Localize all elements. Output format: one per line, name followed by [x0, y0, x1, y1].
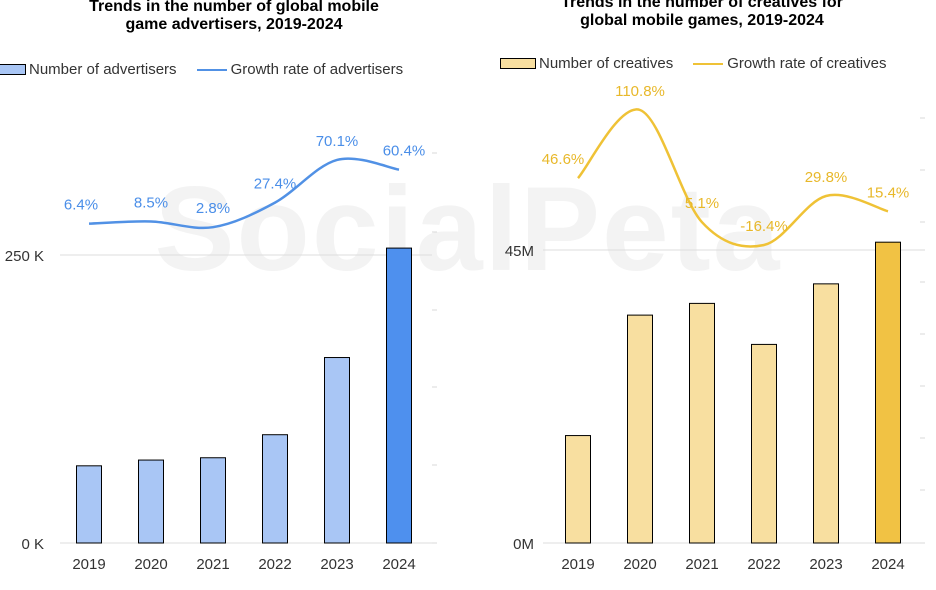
bar-2023: [324, 357, 350, 544]
bar-2020: [627, 314, 653, 544]
legend-bar-label: Number of advertisers: [29, 61, 177, 78]
growth-rate-label-2024: 15.4%: [867, 184, 910, 201]
chart-title-line-2: game advertisers, 2019-2024: [125, 16, 343, 33]
growth-rate-label-2021: 2.8%: [196, 200, 230, 217]
y-tick-label: 45M: [505, 243, 534, 260]
creatives-chart-plot: 0M 45M 2019 2020 2021 2022 2023 2024 46.6% 110.8%…: [505, 83, 925, 573]
growth-rate-line: [88, 157, 400, 230]
chart-title: Trends in the number of creatives for gl…: [468, 0, 936, 30]
chart-title-line-1: Trends in the number of creatives for: [561, 0, 843, 11]
bar-2021: [200, 457, 226, 544]
x-tick-label: 2019: [561, 556, 594, 573]
growth-rate-label-2019: 46.6%: [542, 151, 585, 168]
growth-rate-label-2022: -16.4%: [740, 218, 788, 235]
bar-2019: [76, 465, 102, 544]
growth-rate-label-2019: 6.4%: [64, 197, 98, 214]
chart-legend: Number of creatives Growth rate of creat…: [500, 55, 886, 72]
watermark: SocialPeta: [154, 162, 782, 296]
x-tick-label: 2021: [685, 556, 718, 573]
x-tick-label: 2023: [809, 556, 842, 573]
bar-2020: [138, 459, 164, 544]
y-tick-label: 250 K: [5, 248, 44, 265]
growth-rate-label-2024: 60.4%: [383, 143, 426, 160]
x-tick-label: 2022: [747, 556, 780, 573]
bar-2021: [689, 302, 715, 544]
x-tick-label: 2019: [72, 556, 105, 573]
y-tick-label: 0 K: [21, 536, 44, 553]
creatives-chart-panel: Trends in the number of creatives for gl…: [468, 0, 936, 590]
bar-2023: [813, 283, 839, 544]
x-tick-label: 2020: [134, 556, 167, 573]
y-tick-label: 0M: [513, 536, 534, 553]
bar-2022: [751, 343, 777, 544]
legend-bar-swatch: [0, 64, 26, 75]
growth-rate-label-2020: 8.5%: [134, 195, 168, 212]
growth-rate-label-2020: 110.8%: [615, 83, 665, 100]
growth-rate-label-2023: 29.8%: [805, 169, 848, 186]
chart-title-line-1: Trends in the number of global mobile: [89, 0, 379, 15]
bar-2019: [565, 435, 591, 544]
x-tick-label: 2023: [320, 556, 353, 573]
x-tick-label: 2021: [196, 556, 229, 573]
growth-rate-label-2022: 27.4%: [254, 176, 297, 193]
x-tick-label: 2022: [258, 556, 291, 573]
chart-title-line-2: global mobile games, 2019-2024: [580, 12, 824, 29]
chart-legend: Number of advertisers Growth rate of adv…: [0, 61, 403, 78]
advertisers-chart-plot: 0 K 250 K 2019 2020 2021 2022 2023 2024 6.4% 8.5%…: [5, 133, 437, 573]
x-tick-label: 2024: [871, 556, 904, 573]
chart-title: Trends in the number of global mobile ga…: [0, 0, 468, 34]
bar-2024: [386, 247, 412, 544]
growth-rate-line: [577, 108, 889, 248]
legend-line-swatch: [693, 62, 724, 65]
bar-2024: [875, 241, 901, 544]
advertisers-chart-panel: Trends in the number of global mobile ga…: [0, 0, 468, 573]
legend-line-label: Growth rate of creatives: [727, 55, 887, 72]
growth-rate-label-2023: 70.1%: [316, 133, 359, 150]
legend-bar-swatch: [500, 58, 536, 69]
legend-line-swatch: [196, 68, 227, 71]
legend-bar-label: Number of creatives: [539, 55, 674, 72]
x-tick-label: 2020: [623, 556, 656, 573]
bar-2022: [262, 434, 288, 544]
x-tick-label: 2024: [382, 556, 415, 573]
legend-line-label: Growth rate of advertisers: [230, 61, 404, 78]
growth-rate-label-2021: 5.1%: [685, 195, 719, 212]
